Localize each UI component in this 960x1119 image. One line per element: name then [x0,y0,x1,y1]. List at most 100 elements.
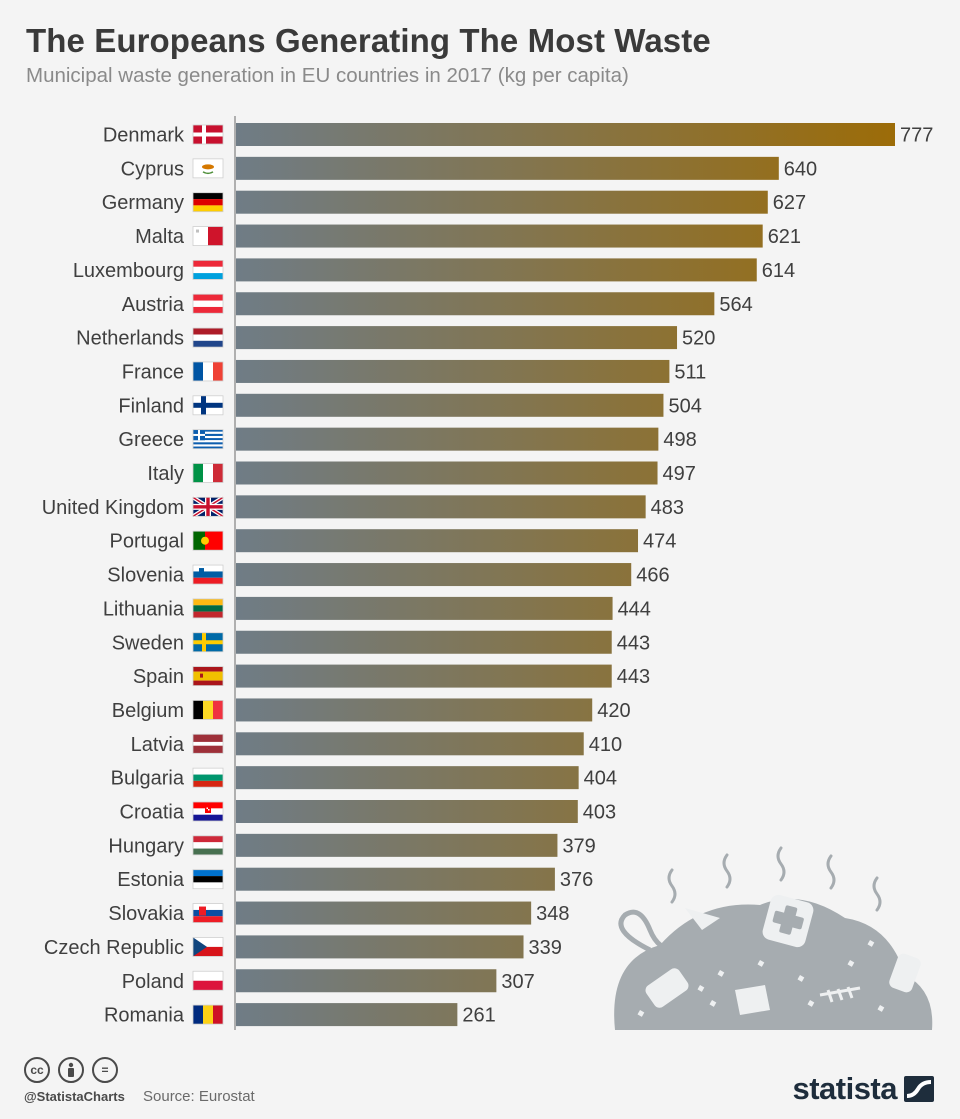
value-label: 520 [682,328,715,350]
bar [236,800,578,823]
bar [236,935,524,959]
hungary-flag [192,835,224,856]
no-derivatives-icon: = [92,1057,118,1083]
romania-flag [192,1004,224,1025]
category-label: Spain [133,666,184,688]
source-note: Source: Eurostat [143,1088,255,1105]
value-label: 640 [784,158,817,180]
bar [236,359,670,383]
value-label: 498 [663,429,696,451]
greece-flag [192,429,224,450]
cc-icon: cc [24,1057,50,1083]
value-label: 261 [462,1005,495,1027]
bar [236,258,757,282]
bar [236,1003,458,1027]
category-label: Belgium [112,700,184,722]
statista-logo[interactable]: statista [792,1071,934,1107]
bar-row: Estonia 376 [117,867,593,891]
bar [236,224,763,248]
portugal-flag [192,530,224,551]
category-label: Greece [118,429,184,451]
value-label: 339 [529,937,562,959]
chart-subtitle: Municipal waste generation in EU countri… [26,64,629,87]
cyprus-flag [192,158,224,179]
latvia-flag [192,733,224,754]
bar [236,732,584,756]
bar-row: Croatia 403 [120,800,616,824]
bar [236,123,895,146]
value-label: 443 [617,666,650,688]
bulgaria-flag [192,767,224,788]
bar [236,495,646,519]
value-label: 564 [719,294,752,316]
chart-title: The Europeans Generating The Most Waste [26,22,711,59]
bar-row: Austria 564 [122,292,753,316]
bar-row: Cyprus 640 [121,156,817,180]
category-label: Finland [118,395,184,417]
bar-row: Hungary 379 [108,833,596,857]
value-label: 483 [651,497,684,519]
value-label: 497 [663,463,696,485]
bar [236,529,639,553]
value-label: 614 [762,260,795,282]
bar-row: Greece 498 [118,427,697,451]
bar-row: Spain 443 [133,664,650,688]
bar-row: United Kingdom 483 [42,495,684,519]
category-label: Sweden [112,632,184,654]
category-label: Romania [104,1005,185,1027]
bar-row: Poland 307 [122,969,535,993]
luxembourg-flag [192,259,224,280]
spain-flag [192,666,224,686]
germany-flag [192,192,224,213]
brand-name: statista [792,1071,897,1106]
bar [236,630,612,654]
bar-row: Lithuania 444 [103,596,651,620]
bar [236,156,779,180]
category-label: France [122,361,184,383]
bar-row: Netherlands 520 [76,326,715,350]
bar-row: Czech Republic 339 [44,935,562,959]
category-label: Cyprus [121,158,184,180]
lithuania-flag [192,598,224,619]
bar-row: Slovenia 466 [107,563,670,587]
bar-row: Italy 497 [147,461,696,485]
austria-flag [192,293,224,314]
bar [236,867,555,891]
category-label: Poland [122,971,184,993]
sweden-flag [192,632,224,653]
value-label: 379 [562,835,595,857]
bar [236,901,532,925]
category-label: Latvia [131,734,185,756]
value-label: 511 [674,361,706,383]
bar-row: Slovakia 348 [108,901,570,925]
bar [236,833,558,857]
finland-flag [192,395,224,416]
category-label: Hungary [108,835,184,857]
category-label: Germany [102,192,184,214]
category-label: Slovenia [107,565,185,587]
twitter-handle: @StatistaCharts [24,1089,125,1104]
italy-flag [192,463,224,483]
bar-row: Malta 621 [135,224,801,248]
bar [236,563,632,587]
statista-logo-icon [904,1076,934,1102]
value-label: 474 [643,531,676,553]
category-label: Austria [122,294,185,316]
bar [236,698,593,722]
attribution-icon [58,1057,84,1083]
bar-row: Romania 261 [104,1003,496,1027]
bar [236,326,678,350]
bar-row: Bulgaria 404 [111,766,617,790]
slovakia-flag [192,903,224,923]
slovenia-flag [192,564,224,585]
bar [236,969,497,993]
value-label: 627 [773,192,806,214]
croatia-flag [192,801,224,822]
bar-row: Portugal 474 [110,529,676,553]
bar-chart: Denmark 777 Cyprus 640 Germany 627 Malta 621 Lux… [42,116,933,1030]
bar-row: Luxembourg 614 [73,258,795,282]
value-label: 466 [636,565,669,587]
belgium-flag [192,700,224,720]
category-label: Slovakia [108,903,184,925]
category-label: Denmark [103,125,185,147]
